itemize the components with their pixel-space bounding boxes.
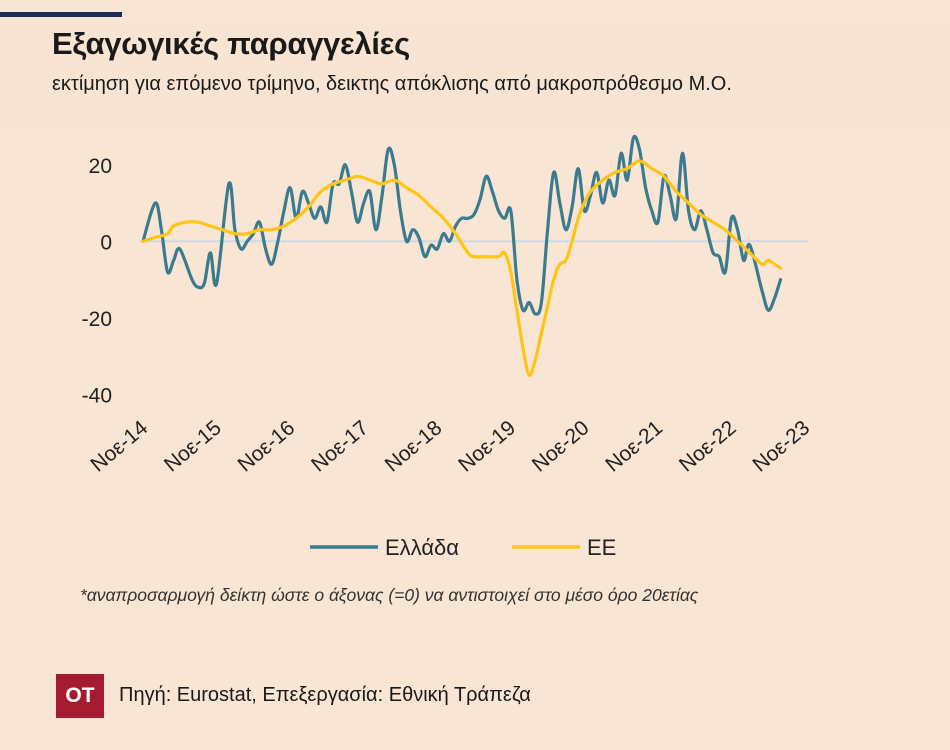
chart-subtitle: εκτίμηση για επόμενο τρίμηνο, δεικτης απ…	[52, 73, 732, 95]
x-tick-label: Νοε-15	[160, 416, 226, 476]
x-tick-label: Νοε-18	[381, 416, 447, 476]
x-tick-label: Νοε-17	[307, 416, 373, 476]
legend-label-eu: ΕΕ	[587, 535, 616, 560]
x-tick-label: Νοε-16	[234, 416, 300, 476]
x-tick-label: Νοε-14	[86, 416, 152, 477]
x-tick-label: Νοε-19	[454, 416, 520, 476]
y-tick-label: 20	[89, 155, 112, 178]
x-tick-label: Νοε-21	[601, 416, 667, 476]
footnote: *αναπροσαρμογή δείκτη ώστε ο άξονας (=0)…	[80, 585, 699, 605]
source-note: Πηγή: Eurostat, Επεξεργασία: Εθνική Τράπ…	[119, 684, 531, 706]
series-line-greece	[141, 134, 783, 316]
chart-title: Εξαγωγικές παραγγελίες	[52, 26, 410, 61]
x-tick-label: Νοε-23	[748, 416, 814, 476]
series-line-eu	[141, 159, 783, 377]
header-band	[0, 24, 950, 128]
y-tick-label: -40	[82, 384, 112, 407]
y-tick-label: -20	[82, 308, 112, 331]
x-tick-label: Νοε-22	[675, 416, 741, 476]
y-tick-label: 0	[100, 231, 112, 254]
publisher-logo: ΟΤ	[56, 674, 104, 718]
legend-label-greece: Ελλάδα	[385, 535, 459, 560]
top-accent-rule	[0, 12, 122, 17]
x-tick-label: Νοε-20	[528, 416, 594, 476]
